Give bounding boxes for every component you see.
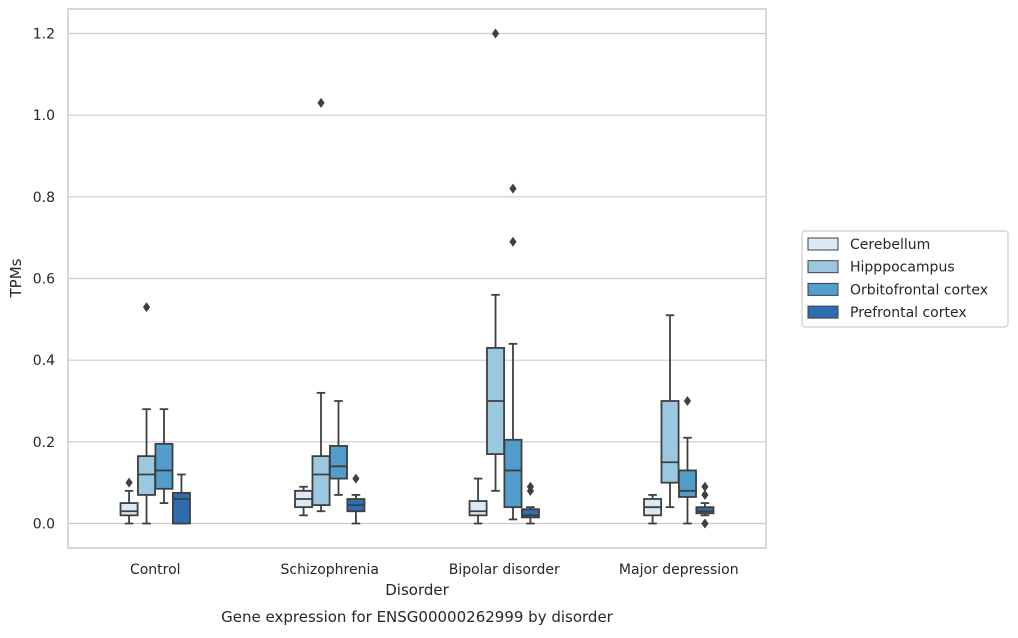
iqr-box — [468, 500, 488, 517]
x-tick-label: Major depression — [619, 562, 739, 578]
y-tick-label: 0.6 — [33, 272, 55, 288]
box-cerebellum — [643, 494, 663, 525]
outlier-point — [701, 481, 709, 492]
iqr-box — [119, 502, 139, 517]
boxes-layer — [119, 28, 715, 529]
legend-label: Hipppocampus — [850, 260, 955, 276]
box-orbitofrontal-cortex — [154, 408, 174, 504]
y-tick-label: 1.2 — [33, 27, 55, 43]
outlier-point — [526, 485, 535, 496]
outlier-point — [683, 396, 692, 406]
x-tick-label: Bipolar disorder — [449, 562, 560, 578]
box-prefrontal-cortex — [695, 481, 715, 529]
iqr-box — [329, 445, 348, 480]
legend-swatch — [807, 305, 839, 319]
legend-swatch — [807, 237, 839, 251]
box-cerebellum — [294, 485, 314, 517]
y-tick-label: 0.2 — [33, 435, 55, 451]
y-axis-label: TPMs — [7, 258, 25, 298]
box-hipppocampus — [486, 28, 505, 492]
iqr-box — [311, 455, 331, 507]
box-prefrontal-cortex — [171, 473, 191, 525]
iqr-box — [137, 455, 156, 496]
outlier-point — [317, 97, 325, 108]
y-tick-labels: 0.0 0.2 0.4 0.6 0.8 1.0 1.2 — [33, 27, 55, 533]
legend-swatch — [807, 260, 839, 274]
legend-swatch — [807, 282, 839, 296]
box-orbitofrontal-cortex — [503, 183, 523, 521]
legend-label: Orbitofrontal cortex — [850, 282, 988, 298]
box-prefrontal-cortex — [346, 473, 366, 525]
box-hipppocampus — [311, 97, 331, 513]
x-tick-label: Control — [130, 562, 181, 578]
outlier-point — [352, 473, 360, 484]
box-cerebellum — [468, 477, 488, 525]
outlier-point — [701, 518, 709, 529]
box-hipppocampus — [660, 314, 680, 509]
outlier-point — [125, 477, 133, 488]
x-axis-label: Disorder — [385, 581, 449, 599]
legend-label: Prefrontal cortex — [850, 305, 967, 321]
iqr-box — [520, 508, 540, 519]
iqr-box — [678, 469, 697, 498]
legend: Cerebellum Hipppocampus Orbitofrontal cort… — [801, 230, 1009, 328]
plot-frame — [67, 8, 767, 549]
legend-frame — [801, 230, 1009, 328]
box-cerebellum — [119, 477, 139, 525]
x-tick-label: Schizophrenia — [281, 562, 379, 578]
outlier-point — [701, 489, 709, 500]
y-tick-label: 0.4 — [33, 353, 55, 369]
iqr-box — [154, 442, 174, 490]
y-tick-label: 0.0 — [33, 517, 55, 533]
outlier-point — [491, 28, 500, 39]
x-tick-labels: Control Schizophrenia Bipolar disorder Majo… — [130, 562, 739, 578]
box-orbitofrontal-cortex — [329, 400, 348, 496]
iqr-box — [695, 506, 715, 515]
iqr-box — [503, 438, 523, 509]
iqr-box — [660, 400, 680, 484]
legend-label: Cerebellum — [850, 237, 930, 253]
box-hipppocampus — [137, 302, 156, 525]
iqr-box — [171, 491, 191, 525]
outlier-point — [142, 302, 151, 313]
outlier-point — [509, 236, 517, 247]
box-orbitofrontal-cortex — [678, 396, 697, 525]
y-tick-label: 1.0 — [33, 108, 55, 124]
outlier-point — [509, 183, 517, 194]
chart-caption: Gene expression for ENSG00000262999 by d… — [221, 608, 614, 626]
y-tick-label: 0.8 — [33, 190, 55, 206]
box-prefrontal-cortex — [520, 481, 540, 525]
